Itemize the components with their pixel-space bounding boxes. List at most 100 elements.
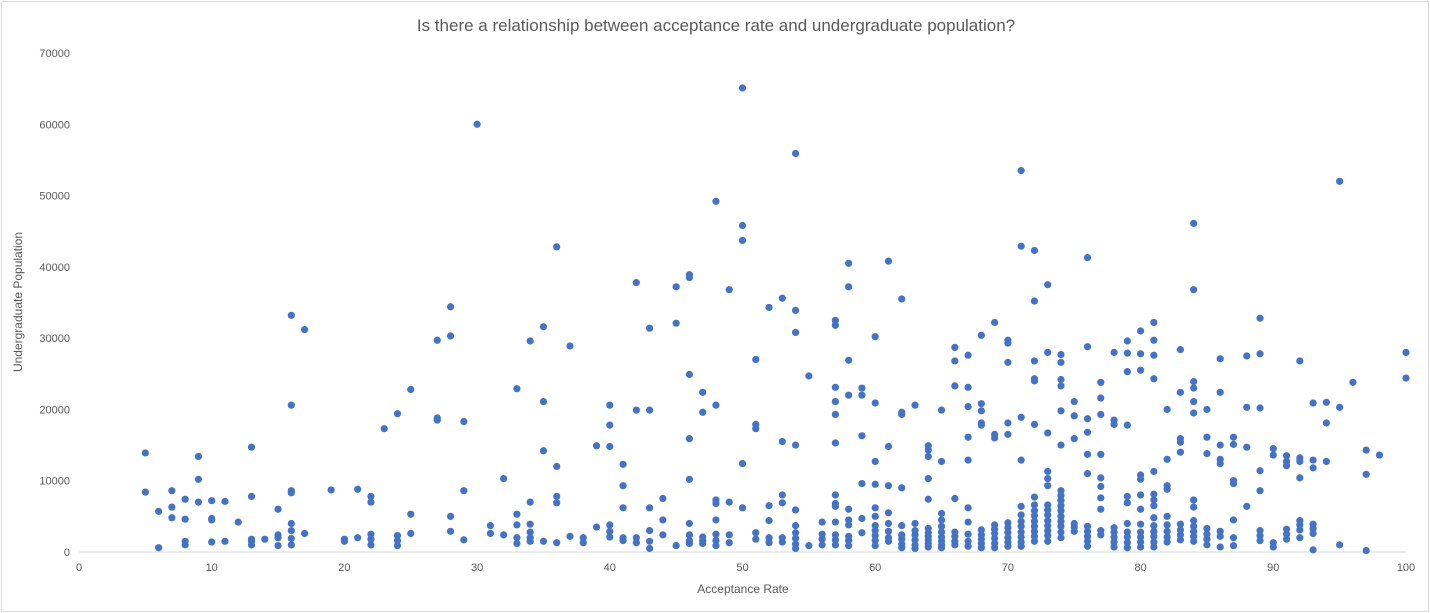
data-point bbox=[1070, 527, 1078, 535]
data-point bbox=[1216, 460, 1224, 468]
y-tick-label: 60000 bbox=[39, 119, 70, 131]
data-point bbox=[858, 479, 866, 488]
data-point bbox=[155, 507, 163, 515]
data-point bbox=[1256, 467, 1264, 475]
data-point bbox=[247, 541, 256, 549]
data-point bbox=[1150, 375, 1158, 383]
data-point bbox=[1057, 487, 1065, 495]
data-point bbox=[765, 502, 773, 510]
data-point bbox=[778, 491, 786, 499]
data-point bbox=[712, 401, 720, 409]
data-point bbox=[1256, 536, 1264, 545]
data-point bbox=[1057, 534, 1065, 542]
y-tick-label: 70000 bbox=[39, 48, 70, 60]
data-point bbox=[911, 519, 919, 528]
data-point bbox=[871, 457, 879, 466]
data-point bbox=[1030, 420, 1039, 428]
data-point bbox=[1190, 527, 1198, 535]
data-point bbox=[964, 542, 972, 550]
data-point bbox=[845, 391, 853, 399]
data-point bbox=[208, 538, 216, 546]
data-point bbox=[1150, 502, 1158, 510]
data-point bbox=[1296, 521, 1304, 529]
data-point bbox=[526, 498, 534, 506]
data-point bbox=[1176, 388, 1185, 396]
data-point bbox=[845, 356, 853, 364]
data-point bbox=[354, 534, 362, 542]
data-point bbox=[526, 528, 534, 536]
data-point bbox=[1362, 546, 1370, 555]
data-point bbox=[181, 495, 189, 503]
data-point bbox=[1163, 527, 1171, 535]
data-point bbox=[1336, 177, 1344, 185]
data-point bbox=[831, 316, 839, 324]
data-point bbox=[858, 384, 866, 392]
data-point bbox=[1256, 532, 1264, 540]
data-point bbox=[539, 323, 548, 331]
data-point bbox=[1057, 350, 1065, 359]
data-point bbox=[553, 539, 561, 547]
data-point bbox=[924, 474, 932, 483]
data-point bbox=[765, 303, 773, 312]
data-point bbox=[1243, 502, 1251, 510]
data-point bbox=[513, 510, 521, 518]
data-point bbox=[274, 534, 282, 542]
data-point bbox=[685, 531, 694, 539]
x-tick-label: 20 bbox=[338, 562, 350, 574]
data-point bbox=[261, 535, 269, 543]
data-point bbox=[858, 391, 866, 399]
data-point bbox=[1123, 337, 1131, 345]
data-point bbox=[646, 406, 654, 414]
data-point bbox=[221, 497, 229, 505]
data-point bbox=[1057, 512, 1065, 520]
data-point bbox=[526, 520, 534, 528]
data-point bbox=[937, 528, 946, 536]
x-tick-label: 30 bbox=[471, 562, 483, 574]
data-point bbox=[1269, 445, 1277, 453]
data-point bbox=[1004, 524, 1012, 532]
data-point bbox=[1150, 490, 1158, 498]
data-point bbox=[526, 537, 534, 545]
data-point bbox=[752, 529, 760, 537]
data-point bbox=[579, 534, 587, 542]
data-point bbox=[1150, 522, 1158, 530]
y-tick-label: 50000 bbox=[39, 191, 70, 203]
data-point bbox=[1163, 405, 1171, 414]
data-point bbox=[1309, 529, 1317, 538]
data-point bbox=[1017, 542, 1025, 550]
data-point bbox=[606, 401, 614, 409]
data-point bbox=[1190, 522, 1198, 530]
y-tick-label: 40000 bbox=[39, 262, 70, 274]
data-point bbox=[1137, 520, 1145, 528]
data-point bbox=[738, 236, 747, 245]
data-point bbox=[1336, 541, 1344, 549]
data-point bbox=[725, 539, 733, 547]
data-point bbox=[778, 294, 786, 302]
data-point bbox=[937, 509, 946, 518]
data-point bbox=[685, 435, 694, 443]
data-point bbox=[725, 531, 733, 539]
data-point bbox=[1176, 438, 1185, 446]
data-point bbox=[1137, 543, 1145, 551]
data-point bbox=[1110, 348, 1118, 356]
data-point bbox=[1402, 374, 1410, 382]
data-point bbox=[845, 516, 853, 524]
data-point bbox=[977, 400, 985, 408]
data-point bbox=[659, 516, 667, 524]
data-point bbox=[845, 541, 853, 550]
data-point bbox=[446, 332, 455, 340]
data-point bbox=[871, 480, 879, 488]
data-point bbox=[871, 399, 879, 407]
data-point bbox=[1150, 318, 1158, 327]
data-point bbox=[1137, 533, 1145, 541]
data-point bbox=[1229, 516, 1238, 524]
data-point bbox=[818, 541, 826, 549]
data-point bbox=[1163, 512, 1171, 520]
data-point bbox=[1044, 281, 1052, 289]
data-point bbox=[818, 535, 826, 543]
data-point bbox=[1256, 314, 1264, 322]
data-point bbox=[765, 534, 773, 542]
data-point bbox=[1017, 502, 1025, 510]
data-point bbox=[765, 517, 773, 525]
data-point bbox=[1190, 503, 1198, 511]
